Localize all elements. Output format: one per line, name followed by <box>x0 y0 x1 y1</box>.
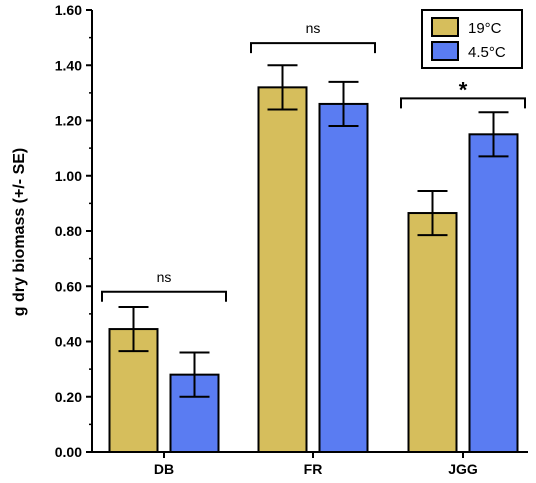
y-tick-label: 0.20 <box>55 389 82 405</box>
bar-fr-0 <box>257 86 308 453</box>
legend-swatch <box>431 41 459 61</box>
y-tick-label: 1.40 <box>55 57 82 73</box>
significance-label: * <box>459 77 468 102</box>
y-tick-label: 1.00 <box>55 168 82 184</box>
y-tick-label: 1.60 <box>55 2 82 18</box>
legend-label: 4.5°C <box>468 44 506 61</box>
significance-bracket <box>250 42 376 54</box>
significance-bracket <box>400 97 526 109</box>
y-tick-label: 0.60 <box>55 278 82 294</box>
x-tick-label: DB <box>154 461 174 477</box>
x-tick-label: JGG <box>448 461 478 477</box>
bar-jgg-0 <box>407 212 458 453</box>
legend-swatch <box>431 17 459 37</box>
significance-label: ns <box>157 269 172 285</box>
bar-jgg-1 <box>468 133 519 453</box>
y-axis-title: g dry biomass (+/- SE) <box>11 148 28 316</box>
y-tick-label: 0.80 <box>55 223 82 239</box>
legend-label: 19°C <box>468 20 502 37</box>
bar-fr-1 <box>318 102 369 454</box>
y-tick-label: 0.40 <box>55 334 82 350</box>
y-tick-label: 0.00 <box>55 444 82 460</box>
significance-label: ns <box>306 20 321 36</box>
x-tick-label: FR <box>304 461 323 477</box>
y-tick-label: 1.20 <box>55 113 82 129</box>
significance-bracket <box>101 290 227 302</box>
